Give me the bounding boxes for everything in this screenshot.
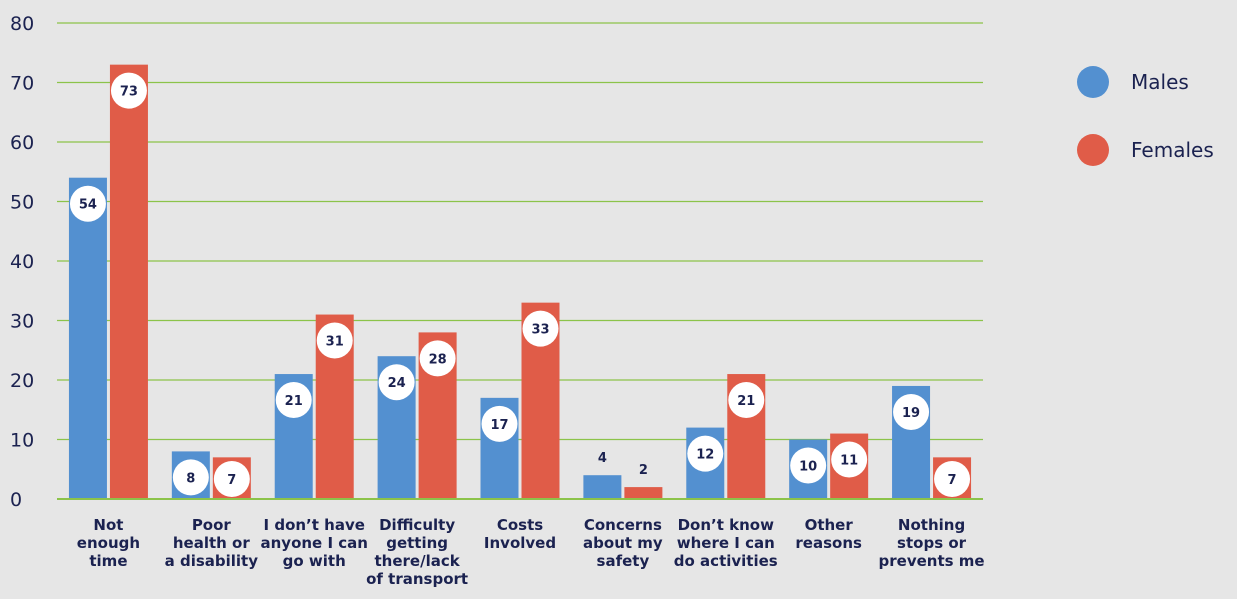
value-label: 17 xyxy=(490,418,508,433)
y-axis: 0 10 20 30 40 50 60 70 80 xyxy=(10,13,34,511)
x-category-label: Concerns about my safety xyxy=(583,516,663,570)
value-label: 4 xyxy=(598,451,607,466)
bar-females xyxy=(624,487,663,499)
value-label: 33 xyxy=(531,323,549,338)
value-badge xyxy=(213,461,250,497)
value-label: 21 xyxy=(737,394,755,409)
x-category-label: Not enough time xyxy=(77,516,140,570)
x-axis: Not enough time Poor health or a disabilityI … xyxy=(57,498,985,588)
bars: 54 73 8 7 21 31 24 28 17 33 4 2 12 21 10 11 19 7 xyxy=(68,64,972,500)
value-badge xyxy=(481,405,518,442)
y-tick-label: 70 xyxy=(10,73,34,95)
value-label: 8 xyxy=(186,471,195,486)
legend-swatch-males xyxy=(1077,66,1109,98)
y-tick-label: 10 xyxy=(10,430,34,452)
x-category-label: Don’t know where I can do activities xyxy=(674,516,778,570)
value-badge xyxy=(831,441,868,478)
legend-label: Females xyxy=(1131,138,1214,162)
gridlines xyxy=(57,22,983,500)
value-label: 54 xyxy=(79,198,97,213)
bar-females xyxy=(109,64,148,500)
value-label: 10 xyxy=(799,460,817,475)
x-category-label: Poor health or a disability xyxy=(165,516,259,570)
value-label: 12 xyxy=(696,448,714,463)
value-label: 24 xyxy=(388,376,406,391)
x-category-label: Other reasons xyxy=(795,516,862,552)
legend-label: Males xyxy=(1131,70,1189,94)
value-label: 11 xyxy=(840,454,858,469)
value-label: 21 xyxy=(285,394,303,409)
bar-males xyxy=(68,177,107,499)
x-category-label: Nothing stops or prevents me xyxy=(879,516,985,570)
y-tick-label: 20 xyxy=(10,370,34,392)
value-label: 7 xyxy=(948,473,957,488)
value-badge xyxy=(687,435,724,472)
value-badge xyxy=(728,382,765,419)
value-badge xyxy=(378,364,415,401)
y-tick-label: 50 xyxy=(10,192,34,214)
value-badge xyxy=(790,447,827,484)
x-category-label: Difficulty getting there/lack of transport xyxy=(366,516,468,588)
value-badge xyxy=(893,393,930,430)
value-badge xyxy=(69,185,106,222)
value-badge xyxy=(275,382,312,419)
value-label: 28 xyxy=(429,352,447,367)
value-label: 19 xyxy=(902,406,920,421)
value-badge xyxy=(110,72,147,109)
value-label: 31 xyxy=(326,335,344,350)
value-badge xyxy=(934,461,971,497)
value-label: 73 xyxy=(120,85,138,100)
x-category-label: Costs Involved xyxy=(484,516,556,552)
y-tick-label: 40 xyxy=(10,251,34,273)
bar-males xyxy=(583,475,622,499)
value-badge xyxy=(316,322,353,359)
legend: Males Females xyxy=(1077,66,1214,166)
value-badge xyxy=(172,459,209,496)
y-tick-label: 0 xyxy=(10,489,22,511)
value-badge xyxy=(419,340,456,377)
y-tick-label: 30 xyxy=(10,311,34,333)
value-label: 7 xyxy=(227,473,236,488)
value-label: 2 xyxy=(639,463,648,478)
value-badge xyxy=(522,310,559,347)
x-category-label: I don’t have anyone I can go with xyxy=(260,516,367,570)
y-tick-label: 80 xyxy=(10,13,34,35)
y-tick-label: 60 xyxy=(10,132,34,154)
legend-swatch-females xyxy=(1077,134,1109,166)
